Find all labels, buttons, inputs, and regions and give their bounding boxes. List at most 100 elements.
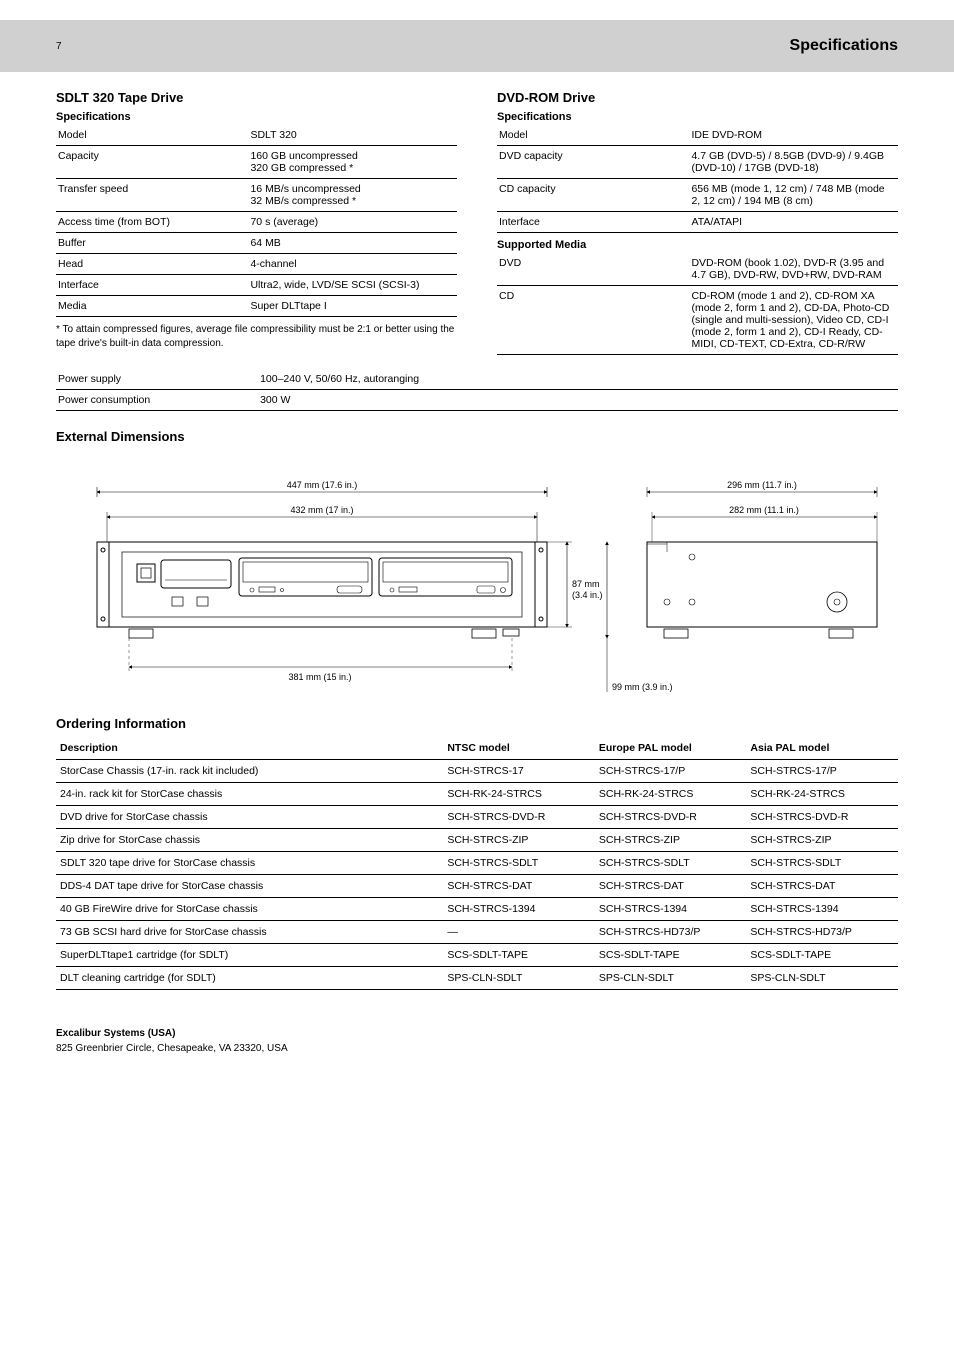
table-cell: SCH-STRCS-DVD-R xyxy=(443,806,595,829)
compression-note: * To attain compressed figures, average … xyxy=(56,323,457,350)
table-cell: Power consumption xyxy=(56,390,258,411)
table-cell: SCS-SDLT-TAPE xyxy=(443,944,595,967)
left-column: SDLT 320 Tape Drive Specifications Model… xyxy=(56,82,457,355)
table-cell: SCH-STRCS-HD73/P xyxy=(595,921,747,944)
dim-height: 99 mm (3.9 in.) xyxy=(612,682,673,692)
table-row: Capacity160 GB uncompressed320 GB compre… xyxy=(56,146,457,179)
table-cell: SCH-RK-24-STRCS xyxy=(746,783,898,806)
table-cell: 16 MB/s uncompressed32 MB/s compressed * xyxy=(248,179,457,212)
table-cell: Super DLTtape I xyxy=(248,296,457,317)
page-title: Specifications xyxy=(790,37,898,55)
table-cell: 70 s (average) xyxy=(248,212,457,233)
table-row: 24-in. rack kit for StorCase chassisSCH-… xyxy=(56,783,898,806)
table-header: Description xyxy=(56,737,443,760)
table-cell: SPS-CLN-SDLT xyxy=(746,967,898,990)
ordering-section: Ordering Information DescriptionNTSC mod… xyxy=(56,716,898,990)
table-cell: Interface xyxy=(497,212,689,233)
table-cell: 73 GB SCSI hard drive for StorCase chass… xyxy=(56,921,443,944)
table-cell: DVD drive for StorCase chassis xyxy=(56,806,443,829)
table-cell: Model xyxy=(56,125,248,146)
table-row: StorCase Chassis (17-in. rack kit includ… xyxy=(56,760,898,783)
table-cell: 160 GB uncompressed320 GB compressed * xyxy=(248,146,457,179)
footer: Excalibur Systems (USA) 825 Greenbrier C… xyxy=(56,1026,898,1056)
table-row: Zip drive for StorCase chassis SCH-STRCS-… xyxy=(56,829,898,852)
table-cell: SCH-STRCS-1394 xyxy=(595,898,747,921)
table-row: Access time (from BOT)70 s (average) xyxy=(56,212,457,233)
table-cell: Buffer xyxy=(56,233,248,254)
dim-full-width: 447 mm (17.6 in.) xyxy=(287,480,358,490)
table-row: Buffer64 MB xyxy=(56,233,457,254)
table-row: DVD capacity4.7 GB (DVD-5) / 8.5GB (DVD-… xyxy=(497,146,898,179)
sdlt-title: SDLT 320 Tape Drive xyxy=(56,90,457,105)
spec-columns: SDLT 320 Tape Drive Specifications Model… xyxy=(56,82,898,355)
table-row: DVD drive for StorCase chassisSCH-STRCS-… xyxy=(56,806,898,829)
table-cell: SCS-SDLT-TAPE xyxy=(746,944,898,967)
dim-depth: 296 mm (11.7 in.) xyxy=(727,480,797,490)
table-cell: SDLT 320 tape drive for StorCase chassis xyxy=(56,852,443,875)
table-row: InterfaceUltra2, wide, LVD/SE SCSI (SCSI… xyxy=(56,275,457,296)
table-cell: Transfer speed xyxy=(56,179,248,212)
table-cell: Model xyxy=(497,125,689,146)
table-cell: 656 MB (mode 1, 12 cm) / 748 MB (mode 2,… xyxy=(689,179,898,212)
table-cell: SCH-STRCS-ZIP xyxy=(746,829,898,852)
table-cell: Power supply xyxy=(56,369,258,390)
table-cell: SCH-STRCS-DAT xyxy=(746,875,898,898)
table-cell: SCH-STRCS-DAT xyxy=(443,875,595,898)
page-number: 7 xyxy=(56,41,62,52)
ord-title: Ordering Information xyxy=(56,716,898,731)
front-view: 447 mm (17.6 in.) 432 mm (17 in.) 381 mm… xyxy=(97,480,673,692)
table-row: 73 GB SCSI hard drive for StorCase chass… xyxy=(56,921,898,944)
table-cell: Interface xyxy=(56,275,248,296)
header-band: 7 Specifications xyxy=(0,20,954,72)
table-cell: 100–240 V, 50/60 Hz, autoranging xyxy=(258,369,898,390)
table-cell: DVD xyxy=(497,253,689,286)
ordering-table: DescriptionNTSC modelEurope PAL modelAsi… xyxy=(56,737,898,990)
media-table: DVDDVD-ROM (book 1.02), DVD-R (3.95 and … xyxy=(497,253,898,355)
table-row: CDCD-ROM (mode 1 and 2), CD-ROM XA (mode… xyxy=(497,286,898,355)
table-cell: Ultra2, wide, LVD/SE SCSI (SCSI-3) xyxy=(248,275,457,296)
general-spec-table: Power supply100–240 V, 50/60 Hz, autoran… xyxy=(56,369,898,411)
table-row: Transfer speed16 MB/s uncompressed32 MB/… xyxy=(56,179,457,212)
table-cell: 64 MB xyxy=(248,233,457,254)
table-cell: SCH-STRCS-17 xyxy=(443,760,595,783)
table-cell: Zip drive for StorCase chassis xyxy=(56,829,443,852)
table-cell: Head xyxy=(56,254,248,275)
table-cell: 40 GB FireWire drive for StorCase chassi… xyxy=(56,898,443,921)
table-row: ModelIDE DVD-ROM xyxy=(497,125,898,146)
dvd-spec-table: ModelIDE DVD-ROMDVD capacity4.7 GB (DVD-… xyxy=(497,125,898,233)
table-cell: Media xyxy=(56,296,248,317)
table-cell: SDLT 320 xyxy=(248,125,457,146)
table-cell: CD capacity xyxy=(497,179,689,212)
table-cell: 4-channel xyxy=(248,254,457,275)
table-row: DVDDVD-ROM (book 1.02), DVD-R (3.95 and … xyxy=(497,253,898,286)
table-header: Europe PAL model xyxy=(595,737,747,760)
table-row: MediaSuper DLTtape I xyxy=(56,296,457,317)
table-cell: 24-in. rack kit for StorCase chassis xyxy=(56,783,443,806)
table-cell: ATA/ATAPI xyxy=(689,212,898,233)
table-cell: SCH-STRCS-SDLT xyxy=(746,852,898,875)
dim-rack-width: 381 mm (15 in.) xyxy=(288,672,351,682)
sdlt-sub: Specifications xyxy=(56,111,457,123)
table-row: CD capacity656 MB (mode 1, 12 cm) / 748 … xyxy=(497,179,898,212)
table-cell: 300 W xyxy=(258,390,898,411)
table-cell: SuperDLTtape1 cartridge (for SDLT) xyxy=(56,944,443,967)
table-cell: SCH-STRCS-SDLT xyxy=(595,852,747,875)
table-cell: SCH-STRCS-ZIP xyxy=(595,829,747,852)
table-cell: SCH-RK-24-STRCS xyxy=(443,783,595,806)
table-cell: SCH-STRCS-1394 xyxy=(746,898,898,921)
table-row: DLT cleaning cartridge (for SDLT)SPS-CLN… xyxy=(56,967,898,990)
table-cell: SCS-SDLT-TAPE xyxy=(595,944,747,967)
table-row: SuperDLTtape1 cartridge (for SDLT)SCS-SD… xyxy=(56,944,898,967)
table-cell: DDS-4 DAT tape drive for StorCase chassi… xyxy=(56,875,443,898)
table-cell: SCH-STRCS-1394 xyxy=(443,898,595,921)
sdlt-spec-table: ModelSDLT 320Capacity160 GB uncompressed… xyxy=(56,125,457,317)
table-cell: 4.7 GB (DVD-5) / 8.5GB (DVD-9) / 9.4GB (… xyxy=(689,146,898,179)
right-column: DVD-ROM Drive Specifications ModelIDE DV… xyxy=(497,82,898,355)
footer-company: Excalibur Systems (USA) xyxy=(56,1028,176,1039)
table-row: ModelSDLT 320 xyxy=(56,125,457,146)
general-spec: Power supply100–240 V, 50/60 Hz, autoran… xyxy=(56,369,898,411)
table-cell: CD-ROM (mode 1 and 2), CD-ROM XA (mode 2… xyxy=(689,286,898,355)
table-header: Asia PAL model xyxy=(746,737,898,760)
table-cell: StorCase Chassis (17-in. rack kit includ… xyxy=(56,760,443,783)
table-cell: SPS-CLN-SDLT xyxy=(443,967,595,990)
